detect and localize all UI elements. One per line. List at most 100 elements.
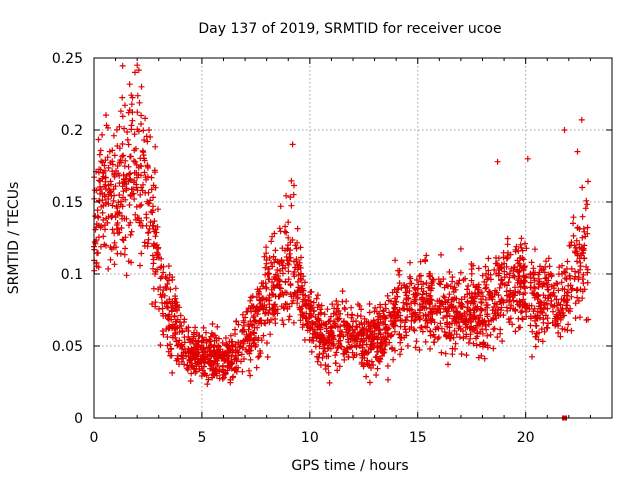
data-point <box>325 345 332 352</box>
data-point <box>222 350 229 357</box>
data-point <box>536 278 543 285</box>
data-point <box>105 182 112 189</box>
data-point <box>110 244 117 251</box>
data-point <box>320 345 327 352</box>
data-point <box>97 184 103 190</box>
data-point <box>214 323 221 330</box>
data-point <box>141 239 148 246</box>
data-point <box>128 92 135 99</box>
data-point <box>292 242 299 249</box>
data-point <box>94 213 101 220</box>
data-point <box>199 367 206 374</box>
data-point <box>577 314 583 321</box>
data-point <box>360 363 367 370</box>
data-point <box>366 301 373 307</box>
data-point <box>337 323 344 330</box>
data-point <box>470 326 477 333</box>
data-point <box>229 342 236 349</box>
data-point <box>260 332 267 339</box>
data-point <box>380 320 386 327</box>
data-point <box>287 282 294 289</box>
data-point <box>385 297 392 304</box>
data-point <box>462 324 469 331</box>
data-point <box>517 241 524 248</box>
data-point <box>285 276 292 283</box>
data-point <box>574 148 581 155</box>
data-point <box>544 281 551 288</box>
data-point <box>307 298 314 305</box>
chart-title: Day 137 of 2019, SRMTID for receiver uco… <box>198 21 501 37</box>
data-point <box>137 262 143 269</box>
data-point <box>122 102 128 109</box>
data-point <box>510 264 517 271</box>
data-point <box>100 233 107 240</box>
data-point <box>452 340 459 347</box>
data-point <box>423 280 430 286</box>
data-point <box>130 186 136 193</box>
data-point <box>479 272 486 279</box>
data-point <box>434 335 441 342</box>
data-point <box>428 296 435 303</box>
data-point <box>359 352 366 359</box>
data-point <box>167 341 173 348</box>
data-point <box>568 239 575 246</box>
data-point <box>165 325 172 332</box>
data-point <box>243 331 250 338</box>
data-point <box>228 353 235 360</box>
data-point <box>138 250 145 257</box>
data-point <box>520 283 527 290</box>
data-point <box>333 309 340 316</box>
data-point <box>446 269 453 275</box>
data-point <box>141 169 148 176</box>
data-point <box>513 243 520 250</box>
data-point <box>100 217 107 223</box>
data-point <box>350 329 357 336</box>
data-point <box>412 309 419 316</box>
data-point <box>470 340 477 347</box>
data-point <box>113 126 120 133</box>
data-point <box>517 299 524 306</box>
data-point <box>247 372 254 379</box>
data-point <box>483 326 490 333</box>
data-point <box>384 363 391 369</box>
data-point <box>172 285 179 292</box>
data-point <box>363 318 370 325</box>
data-point <box>211 332 218 339</box>
data-point <box>127 231 134 238</box>
data-point <box>419 291 426 298</box>
data-point <box>440 305 447 312</box>
data-point <box>409 311 415 318</box>
data-point <box>517 324 524 331</box>
data-point <box>499 338 506 345</box>
data-point <box>172 293 179 300</box>
data-point <box>344 311 351 318</box>
data-point <box>373 323 380 330</box>
data-point <box>256 305 263 312</box>
data-point <box>520 266 527 273</box>
data-point <box>309 337 315 344</box>
data-point <box>154 266 161 273</box>
data-point <box>474 329 481 336</box>
data-point <box>285 234 292 241</box>
data-point <box>503 271 510 278</box>
data-point <box>99 159 106 166</box>
data-point <box>544 325 551 331</box>
data-point <box>407 259 413 266</box>
data-point <box>389 346 395 353</box>
data-point <box>324 306 331 313</box>
data-point <box>416 346 423 353</box>
data-point <box>519 315 526 322</box>
data-point <box>434 324 441 331</box>
data-point <box>540 316 547 323</box>
data-point <box>128 126 135 133</box>
data-point <box>152 271 158 277</box>
data-point <box>436 297 443 304</box>
data-point <box>248 294 255 301</box>
data-point <box>543 258 549 265</box>
data-point <box>583 197 590 204</box>
data-point <box>512 328 519 335</box>
data-point <box>142 189 149 196</box>
data-point <box>486 288 492 295</box>
data-point <box>119 113 126 120</box>
data-point <box>288 300 295 307</box>
